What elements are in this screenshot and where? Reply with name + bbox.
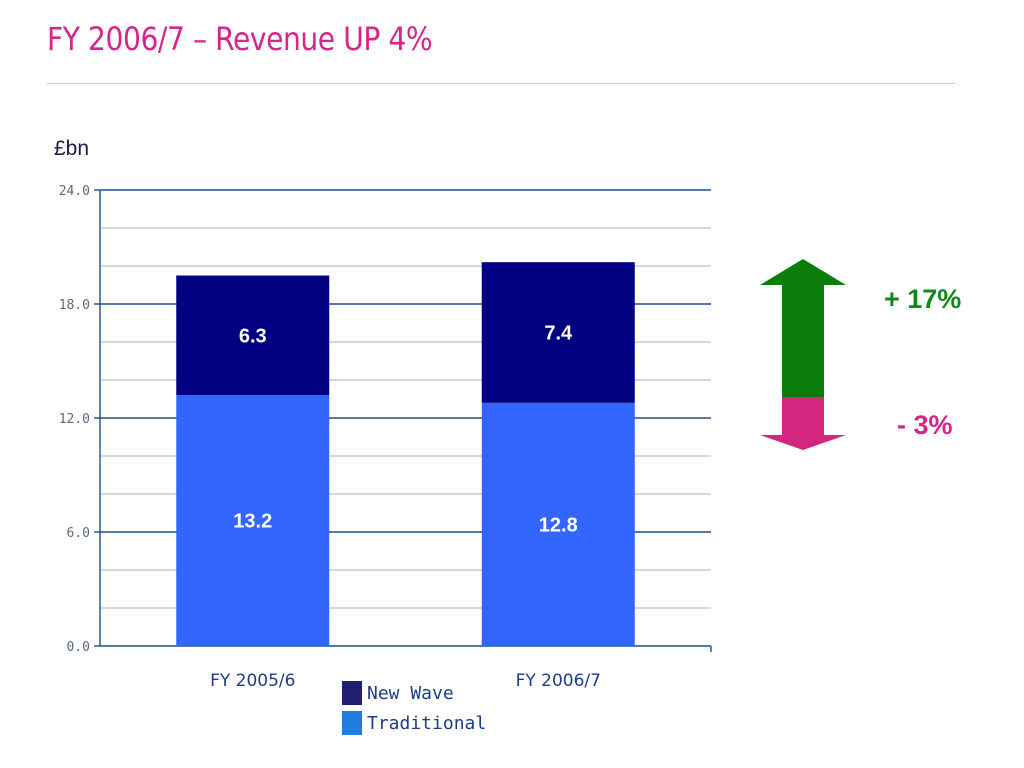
title-divider [47, 83, 955, 84]
legend-label-new-wave: New Wave [367, 682, 454, 704]
change-down-label: - 3% [897, 410, 953, 440]
data-label-new-wave: 6.3 [239, 325, 267, 347]
unit-label: £bn [54, 137, 90, 160]
slide-title: FY 2006/7 – Revenue UP 4% [47, 20, 433, 58]
change-up-label: + 17% [884, 284, 962, 314]
legend-item-new-wave: New Wave [342, 678, 486, 708]
bar-new-wave [176, 275, 330, 396]
down-arrow-icon [760, 397, 846, 450]
x-category-label: FY 2006/7 [516, 671, 601, 691]
data-label-traditional: 12.8 [539, 514, 578, 536]
y-tick-label: 6.0 [67, 526, 90, 541]
bar-traditional [176, 395, 330, 646]
chart-legend: New Wave Traditional [342, 678, 486, 738]
bar-new-wave [481, 262, 635, 403]
y-tick-label: 24.0 [59, 184, 90, 199]
y-tick-label: 0.0 [67, 640, 90, 655]
data-label-traditional: 13.2 [233, 511, 272, 533]
y-tick-label: 12.0 [59, 412, 90, 427]
up-arrow-icon [760, 259, 846, 397]
x-category-label: FY 2005/6 [210, 671, 295, 691]
data-label-new-wave: 7.4 [544, 323, 573, 345]
bar-traditional [481, 402, 635, 646]
legend-swatch-traditional [342, 711, 362, 735]
legend-label-traditional: Traditional [367, 712, 487, 734]
legend-item-traditional: Traditional [342, 708, 486, 738]
y-tick-label: 18.0 [59, 298, 90, 313]
legend-swatch-new-wave [342, 681, 362, 705]
